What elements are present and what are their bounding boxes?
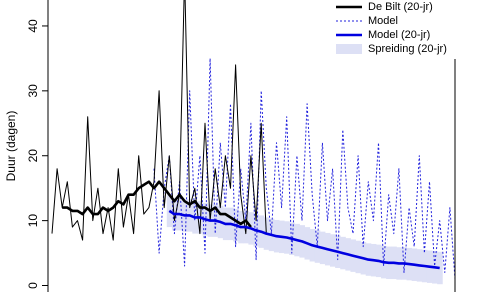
legend-label: De Bilt (20-jr)	[368, 1, 433, 13]
series-line	[51, 0, 267, 241]
series-line	[62, 180, 252, 228]
y-tick-label: 10	[26, 214, 40, 228]
plot-area	[51, 0, 455, 285]
y-tick-label: 0	[26, 282, 40, 289]
legend: De Bilt (20-jr) Model Model (20-jr) Spreidi…	[326, 0, 483, 59]
y-axis-label: Duur (dagen)	[4, 111, 18, 182]
y-tick-label: 20	[26, 149, 40, 163]
legend-swatch	[336, 44, 362, 54]
y-tick-label: 40	[26, 19, 40, 33]
legend-label: Model (20-jr)	[368, 29, 430, 41]
series-line	[168, 209, 440, 270]
y-tick-label: 30	[26, 84, 40, 98]
series-line	[153, 57, 455, 280]
legend-label: Model	[368, 15, 398, 27]
spread-band	[437, 251, 443, 285]
legend-label: Spreiding (20-jr)	[368, 43, 447, 55]
